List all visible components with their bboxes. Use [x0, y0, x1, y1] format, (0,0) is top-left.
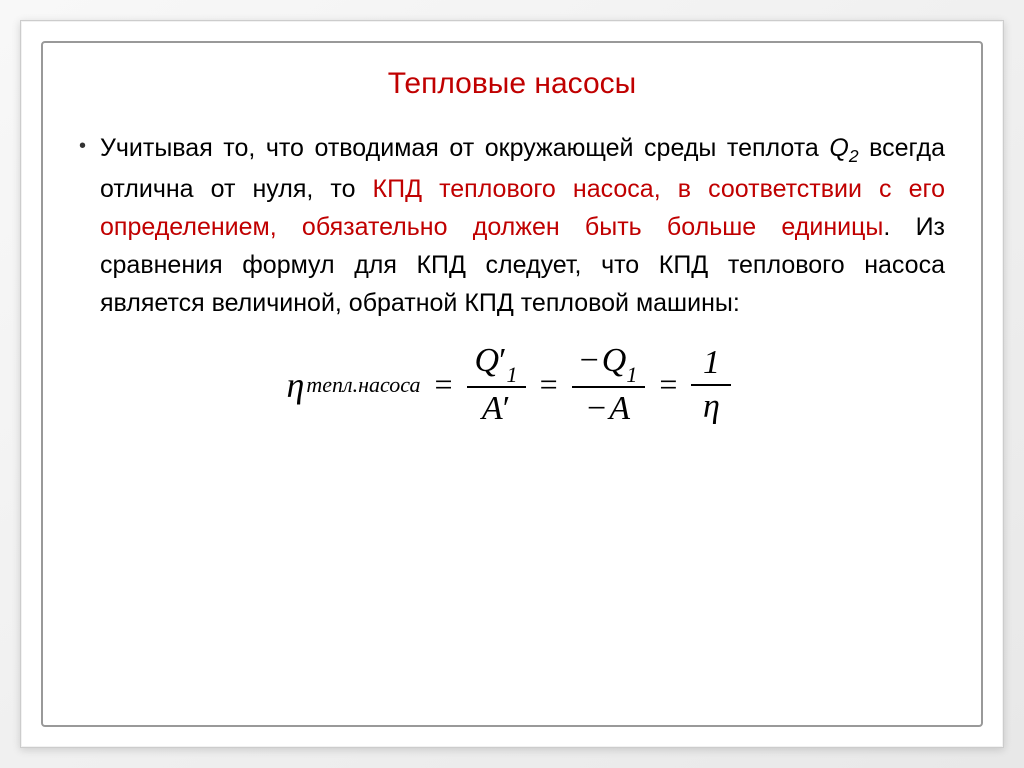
fraction-2: −Q1 −A	[572, 342, 646, 429]
bullet-icon: •	[79, 135, 86, 158]
frac1-sub: 1	[507, 362, 518, 387]
frac2-Q: Q	[602, 342, 627, 379]
slide-outer-frame: Тепловые насосы • Учитывая то, что отвод…	[20, 20, 1004, 748]
formula-block: ηтепл.насоса = Q′1 A′ = −Q1 −A =	[79, 342, 945, 429]
frac1-A: A	[482, 390, 503, 427]
frac2-A: A	[609, 390, 630, 427]
q-symbol: Q	[829, 134, 848, 162]
eta-subscript: тепл.насоса	[306, 372, 420, 398]
body-paragraph: Учитывая то, что отводимая от окружающей…	[100, 129, 945, 322]
frac2-sub: 1	[626, 362, 637, 387]
frac2-minus-num: −	[580, 342, 599, 379]
frac1-numerator: Q′1	[467, 342, 526, 389]
frac2-numerator: −Q1	[572, 342, 646, 389]
eta-symbol: η	[287, 364, 305, 406]
frac3-numerator: 1	[691, 344, 731, 386]
content-wrapper: • Учитывая то, что отводимая от окружающ…	[79, 129, 945, 322]
frac2-minus-den: −	[587, 390, 606, 427]
frac1-prime-num: ′	[499, 342, 506, 379]
q-subscript: 2	[849, 146, 859, 166]
equals-2: =	[540, 366, 558, 403]
frac1-denominator: A′	[474, 388, 518, 428]
frac1-prime-den: ′	[503, 390, 510, 427]
text-part1: Учитывая то, что отводимая от окружающей…	[100, 134, 829, 162]
equals-3: =	[659, 366, 677, 403]
frac2-denominator: −A	[579, 388, 638, 428]
slide-inner-frame: Тепловые насосы • Учитывая то, что отвод…	[41, 41, 983, 727]
frac3-denominator: η	[695, 386, 728, 426]
fraction-1: Q′1 A′	[467, 342, 526, 429]
equals-1: =	[434, 366, 452, 403]
fraction-3: 1 η	[691, 344, 731, 426]
frac1-Q: Q	[475, 342, 500, 379]
slide-title: Тепловые насосы	[79, 67, 945, 101]
